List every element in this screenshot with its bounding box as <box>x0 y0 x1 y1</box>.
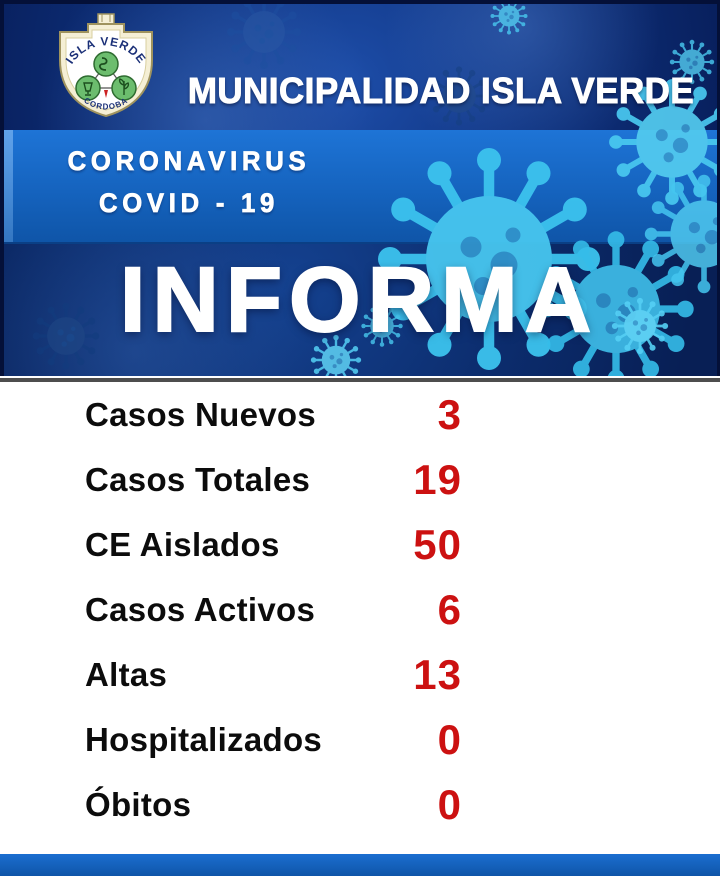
poster-title: INFORMA <box>119 249 599 351</box>
stat-value: 3 <box>437 390 462 438</box>
stat-row-casos-activos: Casos Activos 6 <box>0 577 720 642</box>
stat-row-casos-nuevos: Casos Nuevos 3 <box>0 382 720 447</box>
banner-line-covid19: COVID - 19 <box>98 188 280 219</box>
stat-value: 19 <box>413 455 462 503</box>
stat-value: 0 <box>437 780 462 828</box>
stat-row-casos-totales: Casos Totales 19 <box>0 447 720 512</box>
stat-row-hospitalizados: Hospitalizados 0 <box>0 707 720 772</box>
stats-table: Casos Nuevos 3 Casos Totales 19 CE Aisla… <box>0 382 720 837</box>
stat-row-altas: Altas 13 <box>0 642 720 707</box>
header-shadow-line <box>0 378 720 382</box>
coronavirus-band <box>4 130 717 244</box>
municipal-crest-logo: ISLA VERDE CORDOBA <box>59 13 153 118</box>
coronavirus-banner: CORONAVIRUS COVID - 19 <box>34 146 344 219</box>
footer-bar <box>0 854 720 876</box>
stat-label: Óbitos <box>85 785 192 823</box>
stat-label: Casos Activos <box>85 590 316 628</box>
stat-value: 13 <box>413 650 462 698</box>
stat-row-ce-aislados: CE Aislados 50 <box>0 512 720 577</box>
stat-label: Casos Totales <box>85 460 311 498</box>
poster-header: ISLA VERDE CORDOBA MUNICIPALIDAD ISLA VE… <box>0 0 720 376</box>
stat-label: Hospitalizados <box>85 720 323 758</box>
stat-value: 6 <box>437 585 462 633</box>
stat-label: Casos Nuevos <box>85 395 317 433</box>
stat-label: Altas <box>85 655 168 693</box>
stat-value: 50 <box>413 520 462 568</box>
stat-row-obitos: Óbitos 0 <box>0 772 720 837</box>
stat-value: 0 <box>437 715 462 763</box>
stat-label: CE Aislados <box>85 525 280 563</box>
banner-line-coronavirus: CORONAVIRUS <box>67 146 311 177</box>
municipality-title: MUNICIPALIDAD ISLA VERDE <box>187 70 695 112</box>
